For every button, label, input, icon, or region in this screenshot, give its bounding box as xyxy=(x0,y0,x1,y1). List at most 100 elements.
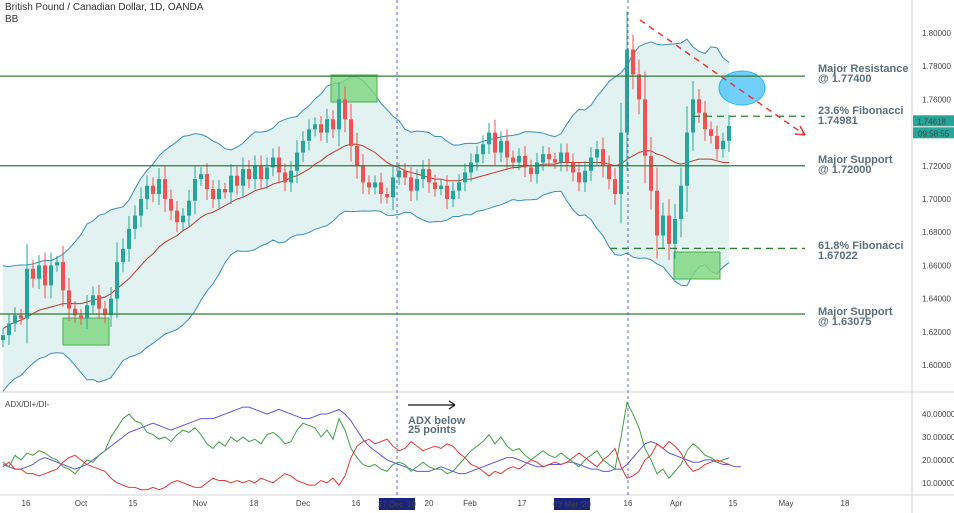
time-axis-tick-label: 18 xyxy=(841,499,850,508)
candle-body xyxy=(85,305,89,319)
candle-body xyxy=(619,132,623,195)
candle-body xyxy=(133,215,137,229)
candle-body xyxy=(205,174,209,190)
candle-body xyxy=(667,215,671,244)
candle-body xyxy=(319,124,323,133)
candle-body xyxy=(193,179,197,201)
candle-body xyxy=(523,155,527,168)
candle-body xyxy=(235,175,239,186)
adx-axis-tick-label: 30.00000 xyxy=(922,433,954,442)
candle-body xyxy=(427,169,431,183)
candle-body xyxy=(481,144,485,155)
level-annotation-value: @ 1.63075 xyxy=(818,316,872,328)
level-annotation-value: @ 1.72000 xyxy=(818,164,872,176)
candle-body xyxy=(637,74,641,100)
candle-body xyxy=(457,182,461,191)
candle-body xyxy=(289,170,293,183)
candle-body xyxy=(7,323,11,336)
candle-body xyxy=(577,172,581,183)
countdown-label: 09:58:55 xyxy=(918,129,950,138)
candle-body xyxy=(253,165,257,180)
candle-body xyxy=(49,265,53,286)
price-axis-tick-label: 1.68000 xyxy=(922,228,951,237)
candle-body xyxy=(157,179,161,195)
candle-body xyxy=(217,189,221,199)
adx-note-line: ADX below xyxy=(408,415,466,427)
date-tag-label: 27 Dec '19 xyxy=(378,500,417,509)
candle-body xyxy=(553,159,557,163)
candle-body xyxy=(517,155,521,163)
candle-body xyxy=(649,155,653,191)
bollinger-lower-band xyxy=(2,190,730,392)
candle-body xyxy=(589,157,593,171)
candle-body xyxy=(331,119,335,130)
candle-body xyxy=(349,119,353,146)
adx-pane-title: ADX/DI+/DI- xyxy=(5,400,50,409)
last-price-label: 1.74618 xyxy=(917,117,946,126)
highlight-ellipse xyxy=(718,70,766,106)
adx-note-line: 25 points xyxy=(408,424,456,436)
candle-body xyxy=(547,154,551,160)
candle-body xyxy=(19,315,23,319)
candle-body xyxy=(121,248,125,263)
price-axis-tick-label: 1.64000 xyxy=(922,295,951,304)
time-axis-tick-label: May xyxy=(778,499,793,508)
adx-axis-tick-label: 40.00000 xyxy=(922,410,954,419)
candle-body xyxy=(643,99,647,156)
candle-body xyxy=(163,179,167,199)
candle-body xyxy=(43,265,47,286)
candle-body xyxy=(277,157,281,173)
price-axis-tick-label: 1.76000 xyxy=(922,95,951,104)
candle-body xyxy=(373,182,377,188)
candle-body xyxy=(91,295,95,306)
candle-body xyxy=(601,149,605,166)
candle-body xyxy=(433,182,437,190)
candle-body xyxy=(79,315,83,319)
time-axis-tick-label: 16 xyxy=(22,499,31,508)
candle-body xyxy=(361,165,365,183)
level-annotation-title: Major Resistance xyxy=(818,63,908,75)
candle-body xyxy=(679,185,683,219)
candle-body xyxy=(355,145,359,166)
level-annotation-title: Major Support xyxy=(818,154,893,166)
candle-body xyxy=(73,308,77,316)
candle-body xyxy=(661,215,665,236)
price-axis-tick-label: 1.80000 xyxy=(922,29,951,38)
bollinger-middle-band xyxy=(2,143,729,329)
candle-body xyxy=(451,190,455,199)
candle-body xyxy=(181,215,185,223)
time-axis-tick-label: 20 xyxy=(425,499,434,508)
candle-body xyxy=(145,185,149,199)
candle-body xyxy=(409,177,413,191)
candle-body xyxy=(343,99,347,120)
candle-body xyxy=(559,152,563,163)
candle-body xyxy=(223,189,227,193)
candle-body xyxy=(1,335,5,341)
candle-body xyxy=(391,177,395,198)
candle-body xyxy=(367,182,371,188)
price-axis-tick-label: 1.78000 xyxy=(922,62,951,71)
candle-body xyxy=(55,262,59,266)
candle-body xyxy=(301,140,305,153)
candle-body xyxy=(109,298,113,316)
candle-body xyxy=(715,135,719,150)
candle-body xyxy=(565,152,569,163)
time-axis-tick-label: 16 xyxy=(624,499,633,508)
trendline-arrow-head xyxy=(794,125,806,136)
candle-body xyxy=(271,157,275,168)
candle-body xyxy=(379,182,383,195)
candle-body xyxy=(673,218,677,244)
highlight-box xyxy=(673,251,721,280)
candle-body xyxy=(727,125,731,141)
candle-body xyxy=(139,199,143,216)
bollinger-band-fill xyxy=(3,39,729,392)
candle-body xyxy=(721,140,725,150)
adx-line-di xyxy=(2,438,730,491)
chart-symbol-title: British Pound / Canadian Dollar, 1D, OAN… xyxy=(5,2,204,13)
candle-body xyxy=(385,194,389,198)
level-annotation-title: 23.6% Fibonacci xyxy=(818,105,904,117)
candle-body xyxy=(397,170,401,178)
candle-body xyxy=(439,185,443,190)
candle-body xyxy=(469,162,473,173)
